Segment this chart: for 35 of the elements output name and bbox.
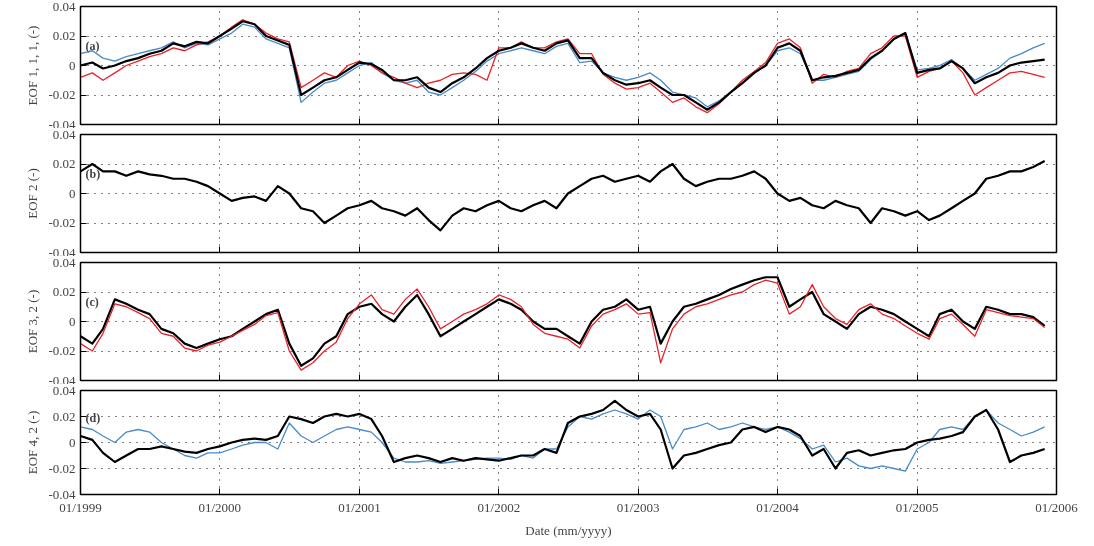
x-axis-title: Date (mm/yyyy) [525,522,612,538]
x-tick-label: 01/2006 [1035,499,1079,515]
y-tick-label: -0.02 [48,343,76,358]
y-tick-label: -0.04 [48,116,76,132]
y-tick-label: 0.02 [52,156,76,171]
y-tick-label: 0.02 [52,28,76,43]
x-tick-label: 01/2004 [756,499,800,515]
x-tick-label: 01/2001 [338,499,381,515]
annotation: (c) [85,294,99,309]
x-tick-label: 01/2003 [616,499,660,515]
y-tick-label: -0.04 [48,372,76,388]
annotation: (b) [85,166,101,181]
x-tick-label: 01/2005 [895,499,939,515]
y-tick-label: 0 [69,313,76,329]
line-series [80,409,1046,472]
annotation: (a) [85,38,100,53]
y-axis-title: EOF 4, 2 (-) [25,410,41,475]
y-tick-label: 0.02 [52,284,76,299]
y-tick-label: 0 [69,185,76,201]
y-tick-label: 0 [69,57,76,73]
y-axis-title: EOF 3, 2 (-) [25,289,41,354]
y-tick-label: -0.04 [48,486,76,502]
y-tick-label: -0.02 [48,460,76,476]
y-tick-label: 0.04 [52,0,76,14]
y-tick-label: 0 [69,434,76,450]
y-axis-title: EOF 1, 1, 1, (-) [25,25,41,106]
x-tick-label: 01/1999 [59,499,102,515]
y-tick-label: -0.04 [48,244,76,260]
y-tick-label: -0.02 [48,215,76,230]
x-tick-label: 01/2002 [477,499,521,515]
y-axis-title: EOF 2 (-) [25,168,41,219]
annotation: (d) [85,410,101,425]
x-tick-label: 01/2000 [198,499,242,515]
y-tick-label: 0.02 [52,408,76,424]
y-tick-label: -0.02 [48,87,76,102]
